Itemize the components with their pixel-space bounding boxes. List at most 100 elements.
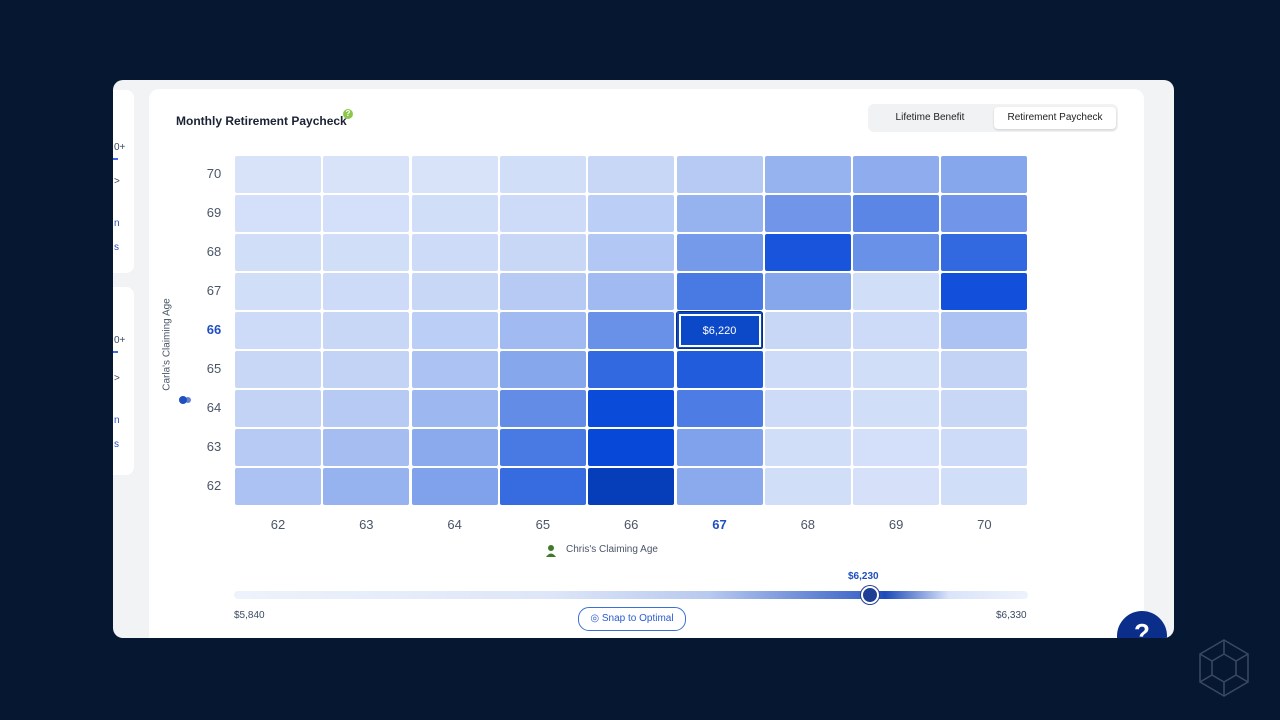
heatmap-cell[interactable] [588,390,675,427]
heatmap-cell[interactable] [588,312,675,349]
heatmap-cell[interactable] [676,468,763,505]
heatmap-cell[interactable] [235,234,321,271]
heatmap-cell[interactable] [411,273,498,310]
heatmap-cell[interactable] [588,273,675,310]
heatmap-cell[interactable] [235,195,321,232]
heatmap-cell[interactable] [676,195,763,232]
heatmap-cell[interactable] [941,312,1028,349]
heatmap-cell[interactable] [323,390,410,427]
heatmap-cell[interactable] [764,273,851,310]
heatmap-cell[interactable] [676,390,763,427]
heatmap-cell[interactable] [588,156,675,193]
heatmap-cell[interactable] [588,234,675,271]
heatmap-cell[interactable] [411,234,498,271]
y-tick-label: 70 [206,166,222,181]
heatmap-cell[interactable] [499,468,586,505]
heatmap-cell[interactable] [323,468,410,505]
heatmap-cell[interactable] [411,312,498,349]
heatmap-cell[interactable] [323,429,410,466]
heatmap-cell[interactable] [764,195,851,232]
heatmap-cell[interactable] [235,390,321,427]
heatmap-cell[interactable] [941,429,1028,466]
y-axis-label: Carla's Claiming Age [161,298,173,391]
heatmap-cell[interactable] [323,273,410,310]
heatmap-cell[interactable] [853,312,940,349]
heatmap-cell[interactable] [235,351,321,388]
heatmap-cell[interactable] [941,390,1028,427]
heatmap-cell[interactable] [676,273,763,310]
heatmap-cell[interactable] [235,312,321,349]
sidebar-text-fragment: 0+ [114,335,126,346]
chevron-right-icon[interactable]: > [114,176,120,187]
heatmap-cell[interactable] [499,195,586,232]
heatmap-cell[interactable] [323,351,410,388]
heatmap-cell[interactable] [411,156,498,193]
heatmap-cell[interactable] [853,234,940,271]
x-tick-label: 69 [888,517,904,532]
heatmap-cell[interactable] [941,468,1028,505]
y-tick-label: 66 [206,322,222,337]
heatmap-cell[interactable] [676,234,763,271]
heatmap-cell[interactable] [235,429,321,466]
heatmap-cell[interactable] [588,429,675,466]
heatmap-cell[interactable] [411,195,498,232]
paycheck-slider-track[interactable] [234,591,1028,599]
heatmap-cell[interactable] [499,429,586,466]
heatmap-cell[interactable] [323,234,410,271]
heatmap-cell[interactable] [853,195,940,232]
heatmap-cell[interactable] [499,234,586,271]
heatmap-cell[interactable] [853,156,940,193]
heatmap-cell[interactable] [499,390,586,427]
heatmap-cell[interactable] [411,468,498,505]
heatmap-cell[interactable] [323,156,410,193]
heatmap-cell[interactable] [941,273,1028,310]
heatmap-cell[interactable] [764,351,851,388]
chevron-right-icon[interactable]: > [114,373,120,384]
heatmap-cell[interactable] [499,351,586,388]
y-tick-label: 68 [206,244,222,259]
heatmap-cell[interactable] [676,351,763,388]
heatmap-cell[interactable] [588,351,675,388]
heatmap-cell[interactable] [411,351,498,388]
help-icon[interactable]: ? [343,109,353,119]
heatmap-cell[interactable] [764,429,851,466]
heatmap-cell[interactable] [235,273,321,310]
y-tick-label: 62 [206,478,222,493]
slider-min-label: $5,840 [234,610,265,621]
heatmap-cell[interactable] [853,429,940,466]
heatmap-cell[interactable] [323,312,410,349]
heatmap-cell[interactable] [941,234,1028,271]
snap-to-optimal-button[interactable]: ◎ Snap to Optimal [578,607,686,631]
toggle-retirement-paycheck[interactable]: Retirement Paycheck [994,107,1116,129]
heatmap-cell[interactable] [499,156,586,193]
heatmap-cell[interactable] [764,312,851,349]
heatmap-cell[interactable] [235,156,321,193]
heatmap-cell[interactable] [941,156,1028,193]
heatmap-cell[interactable] [853,390,940,427]
heatmap-cell[interactable] [588,195,675,232]
heatmap-cell[interactable] [853,351,940,388]
toggle-lifetime-benefit[interactable]: Lifetime Benefit [895,112,965,123]
heatmap-cell[interactable] [499,312,586,349]
heatmap-cell[interactable] [411,429,498,466]
heatmap-cell[interactable] [764,468,851,505]
heatmap-cell[interactable] [764,234,851,271]
heatmap-cell[interactable] [676,429,763,466]
heatmap-cell[interactable] [853,273,940,310]
target-icon: ◎ [590,613,602,624]
heatmap-cell[interactable] [235,468,321,505]
heatmap-cell[interactable] [588,468,675,505]
heatmap-cell[interactable] [323,195,410,232]
heatmap-cell[interactable] [499,273,586,310]
slider-thumb[interactable] [861,586,879,604]
heatmap-cell[interactable] [411,390,498,427]
heatmap-cell[interactable]: $6,220 [676,312,763,349]
heatmap-cell[interactable] [764,156,851,193]
heatmap-cell[interactable] [853,468,940,505]
heatmap-cell[interactable] [941,351,1028,388]
y-tick-label: 69 [206,205,222,220]
sidebar-indicator [113,351,118,353]
heatmap-cell[interactable] [941,195,1028,232]
heatmap-cell[interactable] [764,390,851,427]
heatmap-cell[interactable] [676,156,763,193]
